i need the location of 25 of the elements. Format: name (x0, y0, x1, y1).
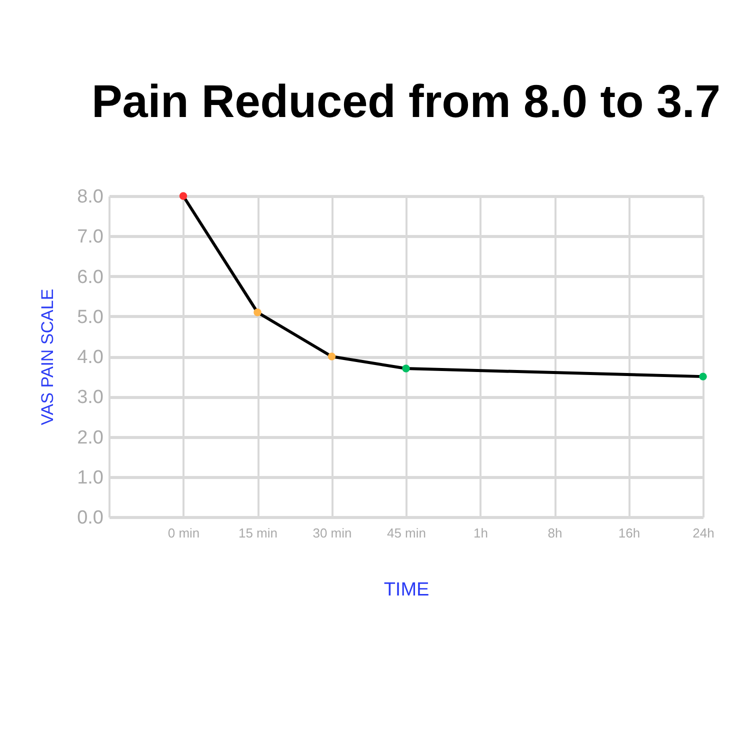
x-tick-label: 16h (618, 526, 640, 540)
point (402, 364, 410, 372)
y-tick-label: 8.0 (77, 186, 104, 208)
x-tick-label: 8h (548, 526, 562, 540)
y-axis-title: VAS PAIN SCALE (38, 288, 58, 426)
y-tick-label: 5.0 (77, 306, 104, 328)
point (699, 372, 707, 380)
x-tick-label: 1h (474, 526, 488, 540)
y-tick-label: 6.0 (77, 266, 104, 288)
y-tick-label: 2.0 (77, 427, 104, 448)
y-tick-label: 0.0 (77, 508, 104, 528)
y-tick-label: 4.0 (77, 347, 104, 368)
y-tick-label: 1.0 (77, 467, 104, 488)
y-tick-label: 3.0 (77, 387, 104, 408)
point (328, 352, 336, 360)
point (254, 308, 262, 316)
point (179, 192, 188, 200)
x-tick-label: 45 min (386, 526, 426, 540)
chart-title: Pain Reduced from 8.0 to 3.7 (92, 75, 720, 127)
x-tick-label: 0 min (168, 526, 200, 540)
x-axis-title: TIME (384, 580, 430, 600)
x-tick-label: 24h (692, 526, 714, 540)
y-tick-label: 7.0 (77, 226, 104, 248)
x-tick-label: 30 min (312, 526, 352, 540)
x-tick-label: 15 min (238, 526, 278, 540)
